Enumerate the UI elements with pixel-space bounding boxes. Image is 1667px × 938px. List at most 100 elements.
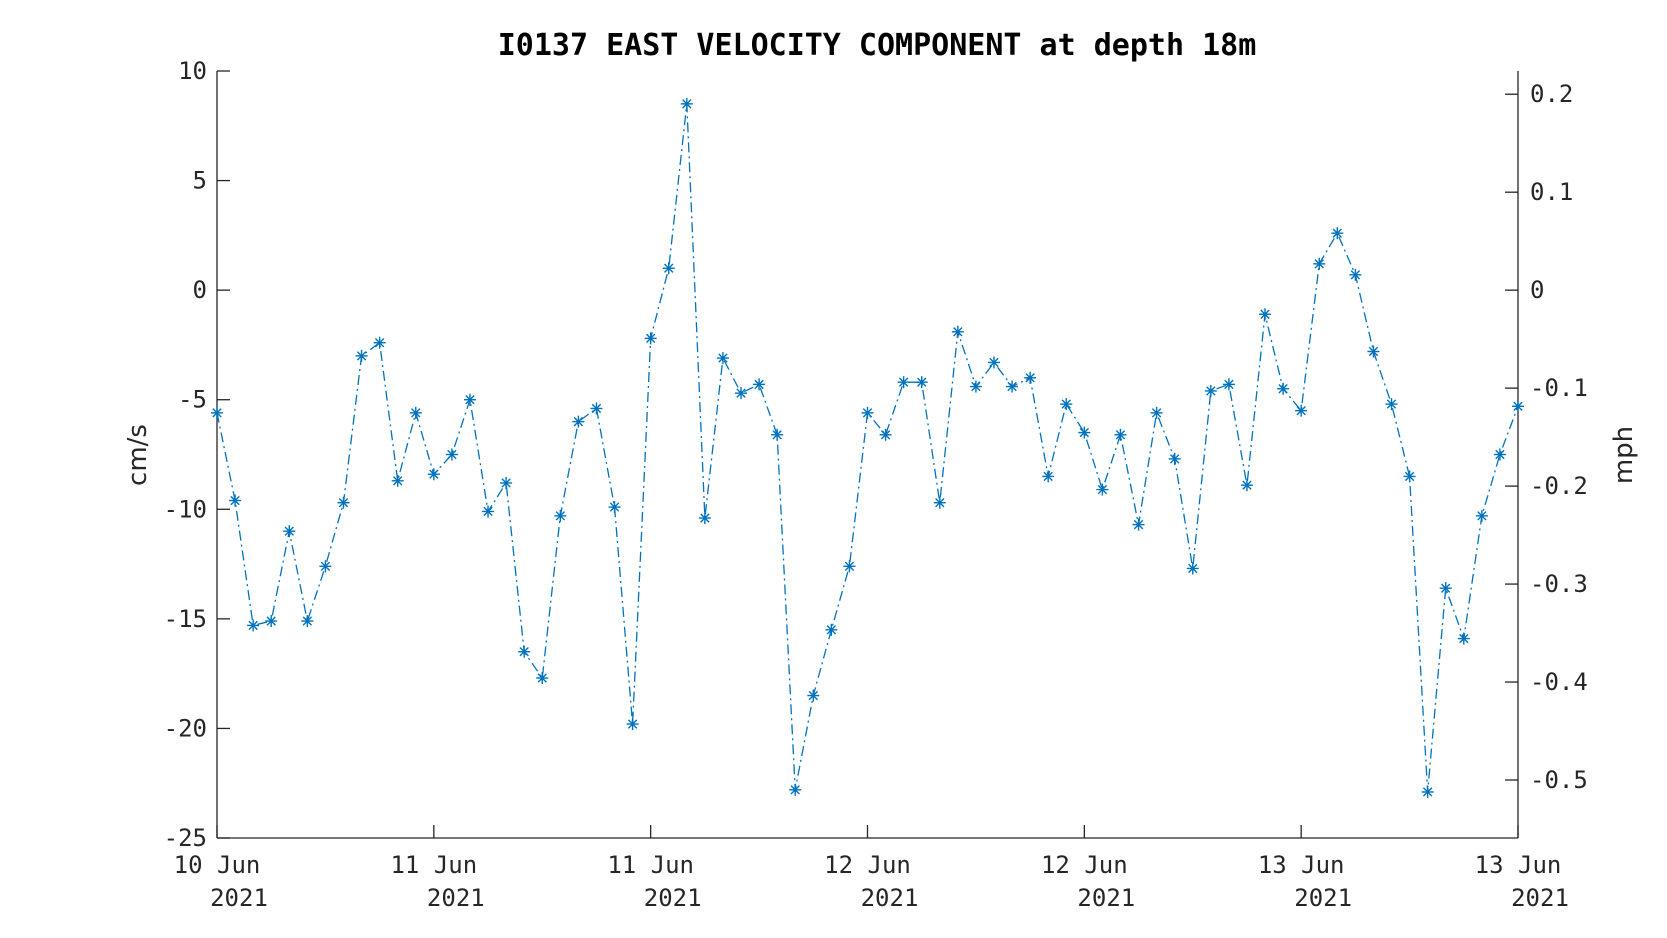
series-layer [211,97,1524,798]
y-right-tick-label: -0.5 [1530,766,1588,794]
data-point [1042,470,1055,483]
y-axis-label: cm/s [123,424,153,486]
data-point [518,645,531,658]
data-point [1403,470,1416,483]
data-point [1439,582,1452,595]
x-tick-label-day: 10 Jun [174,851,261,879]
y-right-tick-label: -0.2 [1530,472,1588,500]
data-point [1367,345,1380,358]
data-point [500,476,513,489]
data-point [554,509,567,522]
data-point [753,378,766,391]
data-point [662,262,675,275]
data-point [590,402,603,415]
data-point [825,623,838,636]
y-tick-label: 10 [178,57,207,85]
data-point [1313,257,1326,270]
left-y-ticks: -25 -20 -15 -10 -5 0 5 10 [164,57,230,852]
data-point [897,376,910,389]
data-point [1204,384,1217,397]
y-right-tick-label: -0.1 [1530,374,1588,402]
data-point [843,560,856,573]
data-point [1385,398,1398,411]
data-point [572,415,585,428]
data-point [951,325,964,338]
x-tick-label-day: 12 Jun [1041,851,1128,879]
y-tick-label: -25 [164,824,207,852]
data-point [301,615,314,628]
y-tick-label: -20 [164,714,207,742]
data-point [644,332,657,345]
y-tick-label: -5 [178,386,207,414]
data-point [536,672,549,685]
y-right-tick-label: -0.3 [1530,570,1588,598]
data-point [1024,371,1037,384]
x-tick-label-year: 2021 [427,884,485,912]
data-point [771,428,784,441]
data-point [933,496,946,509]
x-tick-label-day: 11 Jun [390,851,477,879]
chart-title: I0137 EAST VELOCITY COMPONENT at depth 1… [498,28,1257,63]
data-point [1150,406,1163,419]
y-tick-label: 5 [193,167,207,195]
data-point [789,783,802,796]
data-point [1186,562,1199,575]
data-point [373,336,386,349]
data-point [1421,785,1434,798]
data-point [1168,452,1181,465]
data-point [247,619,260,632]
x-tick-label-year: 2021 [1511,884,1569,912]
data-point [1295,404,1308,417]
x-tick-label-year: 2021 [644,884,702,912]
data-point [915,376,928,389]
axes [216,71,1519,839]
y-tick-label: -15 [164,605,207,633]
right-y-ticks: -0.5 -0.4 -0.3 -0.2 -0.1 0 0.1 0.2 [1505,80,1588,794]
data-point [1078,426,1091,439]
data-point [1114,428,1127,441]
series-line [216,103,1519,793]
data-point [608,501,621,514]
x-ticks: 10 Jun 2021 11 Jun 2021 11 Jun 2021 12 Jun 2021… [174,825,1569,912]
data-point [482,505,495,518]
data-point [355,349,368,362]
y-axis-right-label: mph [1609,426,1639,484]
data-point [1493,448,1506,461]
data-point [463,393,476,406]
y-right-tick-label: -0.4 [1530,668,1588,696]
x-tick-label-day: 12 Jun [824,851,911,879]
data-point [680,97,693,110]
data-point [211,406,223,419]
data-point [626,718,639,731]
data-point [879,428,892,441]
data-point [1277,382,1290,395]
data-point [807,689,820,702]
data-point [987,356,1000,369]
data-point [716,352,729,365]
data-point [409,406,422,419]
x-tick-label-year: 2021 [210,884,268,912]
data-point [1132,518,1145,531]
x-tick-label-day: 11 Jun [607,851,694,879]
data-point [391,474,404,487]
x-tick-label-day: 13 Jun [1258,851,1345,879]
data-point [1240,479,1253,492]
x-tick-label-year: 2021 [1077,884,1135,912]
data-point [1331,227,1344,240]
data-point [319,560,332,573]
x-tick-label-day: 13 Jun [1475,851,1562,879]
data-point [1475,509,1488,522]
data-point [861,406,874,419]
data-point [1222,378,1235,391]
data-point [1457,632,1470,645]
y-tick-label: 0 [193,276,207,304]
y-right-tick-label: 0.2 [1530,80,1573,108]
data-point [337,496,350,509]
data-point [283,525,296,538]
data-point [1060,398,1073,411]
data-point [969,380,982,393]
y-right-tick-label: 0.1 [1530,178,1573,206]
y-right-tick-label: 0 [1530,276,1544,304]
data-point [698,512,711,525]
